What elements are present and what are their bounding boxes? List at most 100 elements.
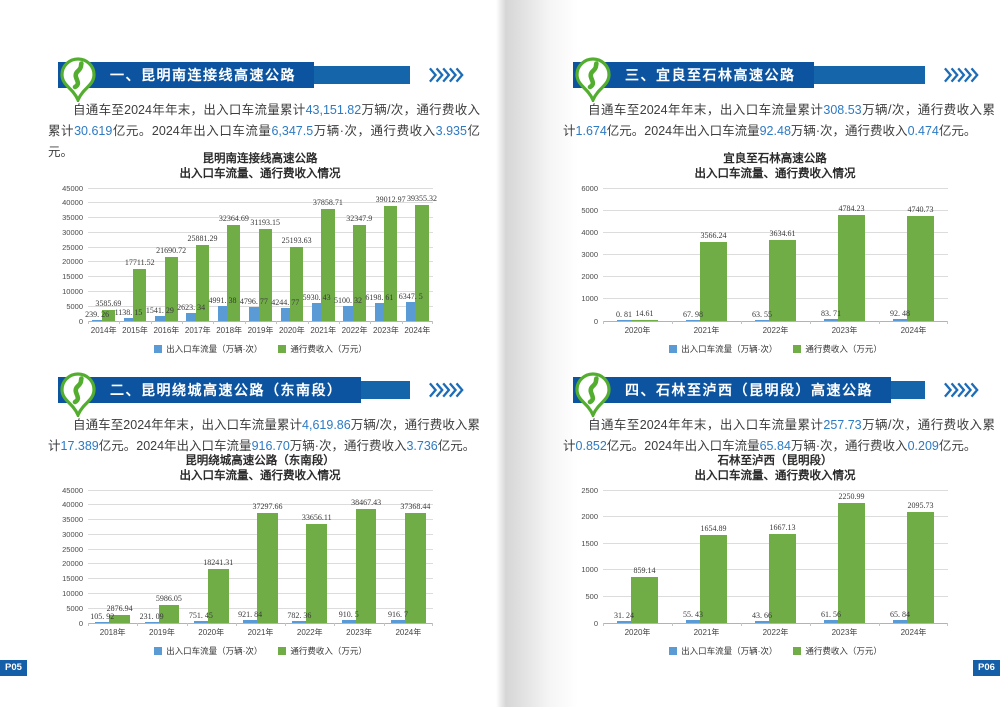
chart-title-line2: 出入口车流量、通行费收入情况 (694, 168, 856, 180)
x-axis-year-label: 2022年 (341, 326, 368, 335)
traffic-bar (341, 620, 356, 623)
x-axis-tick (150, 321, 152, 324)
traffic-bar (193, 620, 208, 623)
highlight-number: 1.674 (575, 124, 607, 138)
traffic-value-label: 4991. 38 (208, 296, 237, 306)
x-axis-year-label: 2021年 (247, 628, 274, 637)
traffic-value-label: 6198. 61 (365, 292, 394, 302)
x-axis-tick (672, 623, 673, 626)
gridline (88, 202, 433, 204)
legend-item: 出入口车流量（万辆·次） (154, 645, 262, 657)
y-axis-tick-label: 40000 (62, 500, 83, 510)
x-axis-tick (213, 321, 215, 324)
y-axis-tick-label: 10000 (62, 286, 83, 296)
y-axis-tick-label: 25000 (62, 544, 83, 554)
revenue-value-label: 2876.94 (106, 603, 133, 613)
x-axis-year-label: 2023年 (831, 628, 858, 637)
paragraph-text: 亿元。 (938, 439, 977, 453)
revenue-bar (700, 534, 727, 623)
y-axis-tick-label: 0 (593, 316, 598, 326)
revenue-value-label: 4740.73 (907, 204, 934, 214)
x-axis-year-label: 2024年 (404, 326, 431, 335)
legend-label: 通行费收入（万元） (805, 646, 882, 656)
y-axis-tick-label: 3000 (581, 250, 598, 259)
triple-chevron-right-icon (944, 67, 979, 83)
paragraph-text: 亿元。2024年出入口车流量 (98, 439, 252, 453)
paragraph-text: 亿元。2024年出入口车流量 (112, 124, 272, 138)
traffic-value-label: 92. 48 (890, 308, 910, 318)
x-axis-tick (672, 321, 673, 324)
chart-title: 石林至泸西（昆明段） 出入口车流量、通行费收入情况 (575, 454, 975, 484)
revenue-bar (306, 523, 328, 623)
road-section: 一、昆明南连接线高速公路 自通车至2024年年末，出入口车流量累计43,151.… (38, 57, 486, 354)
x-axis-year-label: 2024年 (395, 628, 422, 637)
y-axis-tick-label: 10000 (62, 588, 83, 598)
y-axis-tick-label: 45000 (62, 485, 83, 495)
x-axis-tick (338, 321, 340, 324)
traffic-value-label: 55. 43 (683, 610, 703, 620)
traffic-value-label: 67. 98 (683, 309, 703, 319)
revenue-legend-swatch (793, 345, 802, 353)
gridline (603, 209, 948, 211)
y-axis-tick-label: 20000 (62, 257, 83, 267)
revenue-bar (405, 512, 426, 623)
x-axis-year-label: 2014年 (90, 326, 117, 335)
paragraph-text: 万辆/次，通行费收入累计 (563, 418, 995, 453)
road-section: 三、宜良至石林高速公路 自通车至2024年年末，出入口车流量累计308.53万辆… (553, 57, 1000, 354)
revenue-bar (769, 240, 796, 321)
gridline (603, 516, 948, 518)
x-axis-tick (879, 321, 880, 324)
x-axis-year-label: 2015年 (122, 326, 148, 335)
x-axis-tick (235, 623, 237, 626)
traffic-value-label: 65. 84 (890, 609, 910, 619)
page-right: 三、宜良至石林高速公路 自通车至2024年年末，出入口车流量累计308.53万辆… (553, 0, 1000, 707)
revenue-bar (109, 614, 130, 623)
x-axis-year-label: 2016年 (153, 326, 180, 335)
traffic-value-label: 231. 09 (139, 612, 164, 622)
traffic-value-label: 63. 55 (752, 309, 772, 319)
traffic-value-label: 105. 92 (90, 612, 115, 622)
traffic-bar (123, 317, 134, 321)
y-axis-tick-label: 35000 (62, 515, 83, 525)
traffic-bar (406, 302, 416, 321)
y-axis-tick-label: 2500 (581, 485, 598, 495)
revenue-bar (101, 310, 115, 321)
traffic-bar (144, 622, 159, 623)
road-pin-logo-icon (60, 57, 96, 102)
bar-chart: 昆明南连接线高速公路 出入口车流量、通行费收入情况 0 5000 10000 1500… (38, 152, 486, 355)
summary-paragraph: 自通车至2024年年末，出入口车流量累计257.73万辆/次，通行费收入累计0.… (563, 415, 995, 457)
revenue-value-label: 3566.24 (700, 230, 727, 240)
revenue-bar (384, 205, 398, 321)
highlight-number: 65.84 (759, 439, 791, 453)
x-axis-tick (401, 321, 403, 324)
x-axis-year-label: 2017年 (184, 326, 211, 335)
x-axis-year-label: 2020年 (278, 326, 305, 335)
revenue-value-label: 14.61 (635, 309, 654, 319)
traffic-value-label: 782. 36 (287, 610, 312, 620)
traffic-value-label: 921. 84 (238, 610, 263, 620)
highlight-number: 17.389 (60, 439, 99, 453)
revenue-value-label: 2095.73 (907, 500, 934, 510)
highlight-number: 0.852 (575, 439, 607, 453)
revenue-value-label: 25881.29 (187, 233, 218, 243)
y-axis-tick-label: 40000 (62, 198, 83, 208)
summary-paragraph: 自通车至2024年年末，出入口车流量累计43,151.82万辆/次，通行费收入累… (48, 100, 480, 163)
x-axis-tick (370, 321, 372, 324)
traffic-value-label: 0. 81 (616, 310, 632, 320)
traffic-bar (292, 620, 307, 623)
chart-title: 昆明南连接线高速公路 出入口车流量、通行费收入情况 (60, 152, 460, 182)
revenue-value-label: 1654.89 (700, 523, 727, 533)
revenue-value-label: 2250.99 (838, 492, 865, 502)
chart-plot-area: 0 5000 10000 15000 20000 25000 30000 35000 40000… (62, 486, 433, 637)
revenue-bar (352, 225, 366, 321)
highlight-number: 4,619.86 (302, 418, 351, 432)
highlight-number: 308.53 (823, 103, 862, 117)
legend-item: 通行费收入（万元） (278, 343, 367, 355)
revenue-value-label: 3634.61 (769, 229, 796, 239)
x-axis-tick (285, 623, 287, 626)
highlight-number: 92.48 (759, 124, 791, 138)
revenue-value-label: 21690.72 (156, 245, 187, 255)
traffic-bar (617, 621, 631, 623)
chart-title-line2: 出入口车流量、通行费收入情况 (694, 470, 856, 482)
x-axis-year-label: 2020年 (198, 628, 225, 637)
